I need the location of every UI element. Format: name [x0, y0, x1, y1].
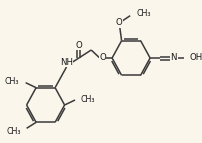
- Text: O: O: [99, 53, 105, 62]
- Text: CH₃: CH₃: [136, 9, 150, 18]
- Text: NH: NH: [60, 58, 73, 67]
- Text: OH: OH: [188, 53, 201, 62]
- Text: CH₃: CH₃: [6, 127, 21, 136]
- Text: N: N: [170, 53, 176, 62]
- Text: CH₃: CH₃: [4, 77, 19, 86]
- Text: O: O: [115, 18, 122, 27]
- Text: CH₃: CH₃: [80, 95, 95, 104]
- Text: O: O: [75, 40, 82, 49]
